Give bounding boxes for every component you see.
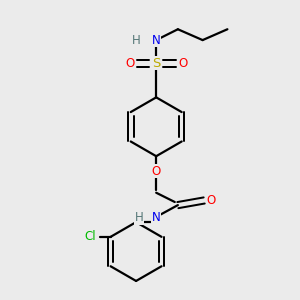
Text: O: O [152, 165, 161, 178]
Text: O: O [206, 194, 216, 207]
Text: H: H [135, 211, 143, 224]
Text: Cl: Cl [85, 230, 96, 243]
Text: O: O [125, 57, 134, 70]
Text: O: O [178, 57, 187, 70]
Text: N: N [152, 34, 161, 46]
Text: H: H [132, 34, 140, 46]
Text: S: S [152, 57, 160, 70]
Text: N: N [152, 211, 161, 224]
